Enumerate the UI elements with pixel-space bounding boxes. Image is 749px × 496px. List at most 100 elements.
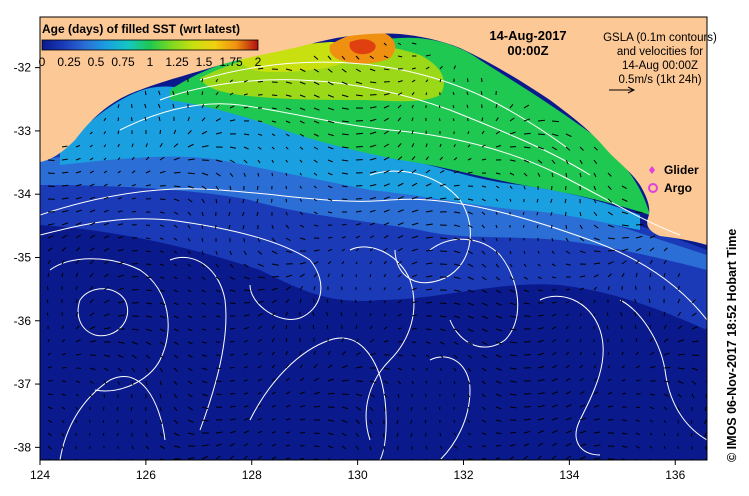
velocity-vector — [396, 432, 399, 438]
velocity-vector — [313, 94, 320, 98]
velocity-vector — [229, 172, 234, 177]
velocity-vector — [579, 443, 587, 447]
velocity-vector — [257, 80, 263, 83]
velocity-vector — [158, 90, 161, 96]
velocity-vector — [201, 380, 208, 384]
velocity-vector — [397, 222, 404, 226]
velocity-vector — [327, 107, 335, 111]
velocity-vector — [648, 311, 651, 317]
velocity-vector — [397, 182, 404, 187]
velocity-vector — [411, 354, 416, 357]
velocity-vector — [481, 406, 486, 411]
velocity-vector — [271, 133, 276, 137]
velocity-vector — [439, 354, 444, 358]
velocity-vector — [117, 274, 124, 278]
velocity-vector — [523, 430, 531, 434]
velocity-vector — [201, 406, 209, 410]
velocity-vector — [201, 393, 208, 397]
velocity-vector — [242, 224, 245, 230]
velocity-vector — [47, 366, 52, 369]
velocity-vector — [481, 393, 486, 398]
velocity-vector — [173, 198, 180, 202]
velocity-vector — [103, 380, 107, 385]
velocity-vector — [257, 365, 262, 369]
velocity-vector — [327, 445, 334, 449]
velocity-vector — [425, 288, 433, 291]
velocity-vector — [620, 325, 623, 330]
velocity-vector — [173, 380, 178, 386]
velocity-vector — [103, 327, 111, 330]
velocity-vector — [201, 367, 208, 371]
velocity-vector — [285, 68, 293, 72]
velocity-vector — [173, 276, 178, 280]
velocity-vector — [607, 172, 612, 177]
velocity-vector — [481, 432, 487, 435]
velocity-vector — [425, 196, 433, 200]
velocity-vector — [271, 443, 277, 447]
velocity-vector — [397, 92, 403, 96]
velocity-vector — [453, 315, 461, 319]
velocity-vector — [649, 406, 655, 410]
velocity-vector — [537, 276, 542, 280]
colorbar-tick-label: 0 — [39, 55, 46, 69]
velocity-vector — [159, 224, 165, 227]
velocity-vector — [593, 444, 601, 447]
velocity-vector — [257, 288, 265, 291]
velocity-vector — [327, 211, 333, 214]
velocity-vector — [187, 158, 195, 161]
velocity-vector — [635, 419, 640, 422]
velocity-vector — [509, 159, 516, 162]
velocity-vector — [509, 276, 514, 281]
velocity-vector — [621, 379, 626, 382]
velocity-vector — [131, 143, 134, 148]
velocity-vector — [607, 185, 612, 190]
velocity-vector — [439, 143, 442, 148]
velocity-vector — [537, 405, 545, 408]
velocity-vector — [495, 185, 500, 189]
x-tick-label: 124 — [30, 468, 50, 482]
velocity-vector — [159, 406, 162, 412]
velocity-vector — [607, 198, 613, 203]
velocity-vector — [61, 184, 69, 187]
velocity-vector — [397, 169, 403, 174]
velocity-vector — [341, 94, 349, 98]
velocity-vector — [299, 211, 303, 215]
velocity-vector — [159, 250, 164, 253]
velocity-vector — [103, 235, 110, 239]
velocity-vector — [145, 367, 149, 373]
velocity-vector — [159, 302, 166, 305]
velocity-vector — [523, 104, 530, 109]
velocity-vector — [257, 276, 265, 279]
velocity-vector — [243, 405, 249, 408]
velocity-vector — [131, 288, 139, 291]
velocity-vector — [439, 170, 445, 174]
velocity-vector — [61, 272, 64, 278]
velocity-vector — [634, 311, 637, 317]
velocity-vector — [467, 393, 471, 398]
velocity-vector — [369, 380, 377, 384]
velocity-vector — [425, 236, 433, 239]
velocity-vector — [257, 325, 263, 330]
velocity-vector — [355, 261, 358, 265]
velocity-vector — [341, 107, 349, 110]
velocity-vector — [117, 183, 122, 187]
velocity-vector — [173, 406, 178, 412]
velocity-vector — [438, 105, 441, 109]
velocity-vector — [257, 250, 263, 255]
velocity-vector — [327, 185, 333, 189]
velocity-vector — [89, 196, 96, 200]
y-tick-label: -35 — [14, 250, 32, 264]
velocity-vector — [593, 250, 601, 253]
velocity-vector — [649, 247, 655, 252]
velocity-vector — [215, 172, 221, 177]
velocity-vector — [271, 299, 277, 304]
velocity-vector — [271, 364, 276, 369]
velocity-vector — [341, 236, 346, 239]
velocity-vector — [411, 287, 417, 291]
velocity-vector — [663, 406, 668, 411]
colorbar-gradient — [41, 39, 259, 51]
velocity-vector — [341, 393, 349, 396]
velocity-vector — [313, 350, 316, 356]
velocity-vector — [579, 326, 582, 330]
velocity-vector — [103, 117, 107, 122]
